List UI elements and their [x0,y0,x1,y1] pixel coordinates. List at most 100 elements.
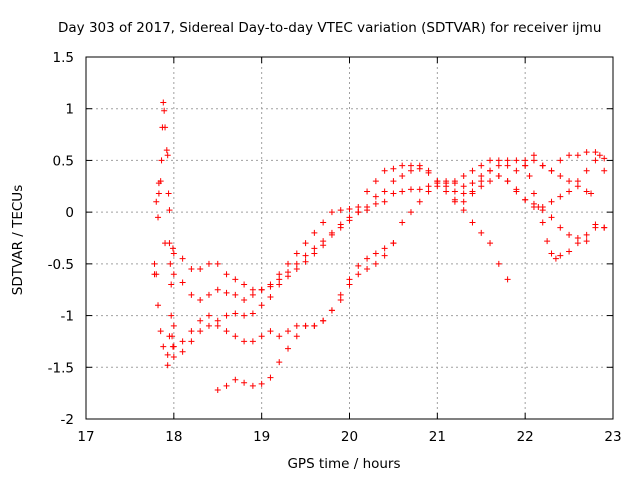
data-point [407,209,414,216]
data-point [372,260,379,267]
data-point [557,252,564,259]
data-point [276,333,283,340]
data-point [487,240,494,247]
data-point [197,297,204,304]
x-tick-label: 20 [341,429,358,445]
data-point [539,219,546,226]
data-point [293,333,300,340]
x-tick-label: 23 [604,429,621,445]
data-point [381,167,388,174]
data-point [372,193,379,200]
data-point [179,279,186,286]
data-point [328,209,335,216]
data-point [566,152,573,159]
data-point [320,219,327,226]
data-point [583,167,590,174]
x-tick-labels: 17 18 19 20 21 22 23 [77,429,621,445]
series [170,165,608,304]
data-point [276,359,283,366]
data-point [276,271,283,278]
data-point [293,250,300,257]
data-point [425,188,432,195]
data-point [346,276,353,283]
data-point [364,266,371,273]
data-point [169,333,176,340]
x-tick-label: 21 [429,429,446,445]
data-point [223,328,230,335]
data-point [337,297,344,304]
data-point [513,167,520,174]
series [451,157,608,262]
data-point [443,183,450,190]
data-point [205,260,212,267]
data-point [557,224,564,231]
y-tick-label: -1 [61,309,74,325]
data-point [407,167,414,174]
data-point [223,382,230,389]
data-point [407,162,414,169]
data-point [267,374,274,381]
data-point [522,162,529,169]
data-point [478,183,485,190]
data-point [197,328,204,335]
data-point [487,178,494,185]
y-tick-label: 0.5 [53,153,74,169]
data-point [188,291,195,298]
data-point [258,333,265,340]
data-point [155,214,162,221]
data-point [232,376,239,383]
data-point [346,214,353,221]
data-point [460,172,467,179]
data-point [504,157,511,164]
y-tick-labels: -2 -1.5 -1 -0.5 0 0.5 1 1.5 [48,50,74,428]
data-point [188,266,195,273]
data-point [548,198,555,205]
data-point [548,250,555,257]
data-point [179,338,186,345]
data-point [588,190,595,197]
data-point [311,229,318,236]
data-point [241,281,248,288]
data-point [526,172,533,179]
data-point [522,196,529,203]
data-point [557,157,564,164]
data-point [157,328,164,335]
data-point [197,317,204,324]
data-point [188,338,195,345]
data-point [285,345,292,352]
x-tick-label: 18 [165,429,182,445]
data-point [232,333,239,340]
data-point [552,255,559,262]
data-point [443,178,450,185]
data-point [285,328,292,335]
y-tick-label: 1 [65,102,74,118]
y-tick-label: 0 [65,205,74,221]
data-point [372,178,379,185]
data-point [478,178,485,185]
data-point [258,286,265,293]
series [162,162,511,293]
data-point [416,186,423,193]
data-point [355,271,362,278]
data-point [168,281,175,288]
data-point [328,307,335,314]
data-point [214,286,221,293]
data-point [574,178,581,185]
data-point [416,198,423,205]
chart-title: Day 303 of 2017, Sidereal Day-to-day VTE… [58,20,601,36]
data-point [469,167,476,174]
data-point [469,219,476,226]
data-point [460,207,467,214]
data-point [381,198,388,205]
data-point [504,178,511,185]
data-point [223,312,230,319]
data-point [188,328,195,335]
data-point [495,172,502,179]
data-point [478,162,485,169]
data-point [451,196,458,203]
data-point [170,322,177,329]
data-point [399,219,406,226]
data-point [583,231,590,238]
y-tick-label: -0.5 [48,257,74,273]
